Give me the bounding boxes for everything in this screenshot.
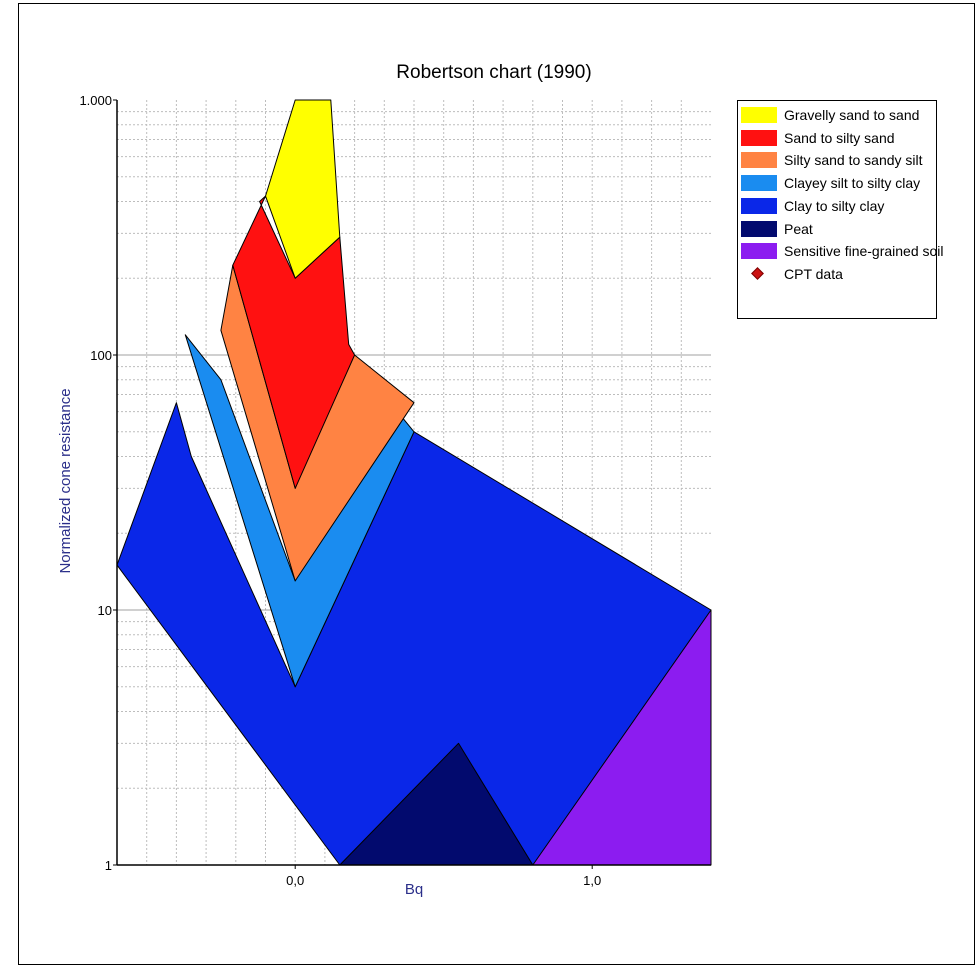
legend-item: Clayey silt to silty clay — [740, 173, 936, 195]
legend-label: CPT data — [784, 265, 843, 282]
y-tick-label: 1 — [105, 858, 112, 873]
legend-label: Peat — [784, 220, 813, 237]
legend-swatch — [741, 175, 777, 192]
legend-swatch — [741, 197, 777, 214]
legend-item: CPT data — [740, 264, 936, 286]
region-gravelly-sand-to-sand — [265, 99, 341, 279]
legend-label: Clay to silty clay — [784, 197, 885, 214]
legend-item: Gravelly sand to sand — [740, 105, 936, 127]
legend-swatch — [741, 107, 777, 123]
legend-item: Sensitive fine-grained soil — [740, 241, 944, 263]
legend-label: Clayey silt to silty clay — [784, 175, 921, 192]
legend-item: Peat — [740, 219, 936, 241]
axes: 1 10 100 1.000 0,0 1,0 — [79, 93, 711, 888]
soil-regions — [116, 99, 712, 866]
legend-swatch — [741, 243, 777, 260]
legend-item: Silty sand to sandy silt — [740, 150, 936, 172]
legend-swatch — [741, 129, 777, 146]
legend-diamond-marker — [751, 267, 764, 280]
y-tick-label: 100 — [90, 348, 112, 363]
legend: Gravelly sand to sand Sand to silty sand S… — [737, 100, 944, 319]
legend-item: Sand to silty sand — [740, 128, 936, 150]
x-tick-label: 1,0 — [583, 873, 601, 888]
y-tick-label: 1.000 — [79, 93, 112, 108]
y-axis-title: Normalized cone resistance — [57, 388, 74, 573]
x-tick-label: 0,0 — [286, 873, 304, 888]
region-sand-to-silty-sand — [232, 195, 356, 489]
legend-label: Sand to silty sand — [784, 129, 895, 146]
legend-label: Gravelly sand to sand — [784, 107, 920, 123]
y-tick-label: 10 — [98, 603, 112, 618]
legend-label: Sensitive fine-grained soil — [784, 243, 944, 260]
legend-swatch — [741, 152, 777, 169]
legend-item: Clay to silty clay — [740, 196, 936, 218]
chart-title-wrap: Robertson chart (1990) — [0, 62, 978, 84]
chart-title: Robertson chart (1990) — [396, 62, 592, 83]
legend-label: Silty sand to sandy silt — [784, 152, 923, 169]
x-axis-title: Bq — [405, 881, 423, 898]
legend-swatch — [741, 220, 777, 237]
